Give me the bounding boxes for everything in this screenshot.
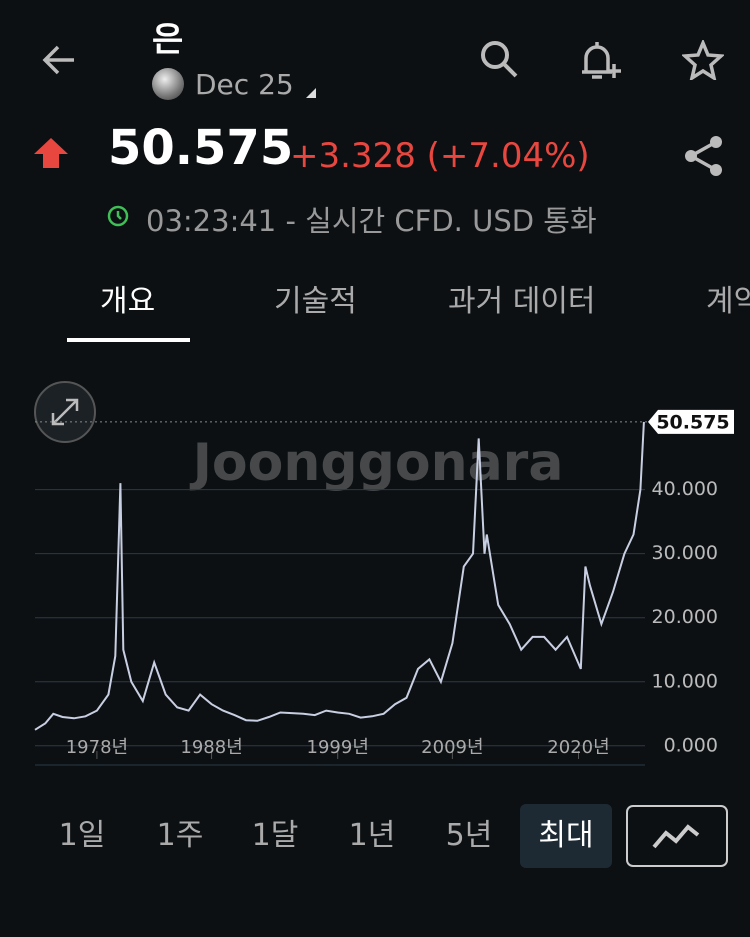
up-arrow	[34, 138, 68, 168]
status-text: - 실시간 CFD. USD 통화	[285, 204, 597, 238]
share-button[interactable]	[682, 134, 726, 178]
change-value: +3.328	[290, 136, 416, 176]
x-tick-label: 1978년	[66, 737, 128, 758]
expand-icon	[51, 398, 79, 426]
silver-icon	[152, 68, 184, 100]
dropdown[interactable]	[304, 86, 318, 100]
clock-icon	[107, 205, 129, 227]
last-price-label: 50.575	[656, 411, 729, 433]
range-button[interactable]: 1년	[348, 818, 396, 853]
chart-type-button[interactable]	[626, 805, 728, 867]
range-button[interactable]: 5년	[445, 818, 493, 853]
alert-button[interactable]	[576, 38, 624, 82]
tab[interactable]: 과거 데이터	[448, 284, 596, 319]
contract[interactable]: Dec 25	[195, 68, 294, 101]
price: 50.575	[108, 120, 294, 176]
tab[interactable]: 개요	[100, 284, 156, 319]
x-tick-label: 2009년	[421, 737, 483, 758]
change: +3.328 (+7.04%)	[290, 136, 590, 176]
time: 03:23:41	[146, 204, 277, 238]
favorite-button[interactable]	[682, 40, 724, 80]
search-button[interactable]	[478, 38, 520, 80]
y-tick-label: 30.000	[652, 542, 718, 564]
x-tick-label: 1999년	[307, 737, 369, 758]
y-tick-label: 10.000	[652, 670, 718, 692]
tab[interactable]: 계약	[706, 284, 750, 319]
range-button[interactable]: 최대	[520, 804, 612, 868]
last-price-box	[648, 409, 734, 434]
y-tick-label: 20.000	[652, 606, 718, 628]
price-line	[34, 421, 645, 731]
range-button[interactable]: 1주	[156, 818, 204, 853]
x-tick-label: 1988년	[180, 737, 242, 758]
range-button[interactable]: 1일	[58, 818, 106, 853]
watermark: Joonggonara	[190, 433, 564, 493]
x-tick-label: 2020년	[547, 737, 609, 758]
chart: Joonggonara 0.000 10.000 20.000 30.000 40.00…	[34, 381, 734, 766]
range-button[interactable]: 1달	[251, 818, 299, 853]
tab[interactable]: 기술적	[274, 284, 357, 319]
status: 03:23:41 - 실시간 CFD. USD 통화	[146, 198, 597, 240]
change-percent: (+7.04%)	[426, 136, 590, 176]
back-button[interactable]	[40, 42, 78, 78]
y-tick-label: 40.000	[652, 478, 718, 500]
tab-indicator	[67, 338, 190, 342]
y-tick-label: 0.000	[664, 734, 718, 756]
title: 은	[152, 20, 184, 60]
